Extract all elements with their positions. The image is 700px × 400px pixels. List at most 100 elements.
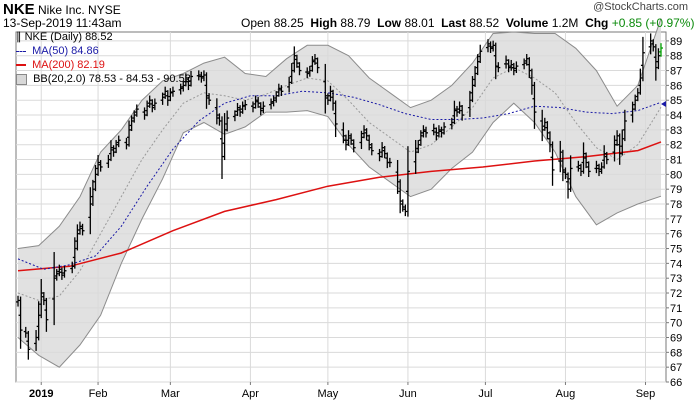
ohlc-bar (114, 140, 119, 154)
legend-ma50: MA(50) 84.86 (16, 44, 191, 58)
ohlc-bar (225, 110, 230, 132)
ohlc-bar (261, 101, 266, 114)
ohlc-bar (470, 76, 475, 103)
high-label: High (310, 16, 338, 30)
ohlc-bar (279, 85, 284, 96)
ohlc-bar (165, 90, 170, 106)
ohlc-bars-icon: ∥ (16, 31, 22, 43)
ohlc-bar (638, 68, 643, 95)
x-tick-label: Apr (242, 388, 259, 400)
y-tick-label: 84 (670, 110, 682, 122)
ohlc-bar (421, 125, 426, 138)
legend-ma200: MA(200) 82.19 (16, 58, 191, 72)
ma200-swatch-icon (16, 64, 26, 67)
open-label: Open (241, 16, 271, 30)
ohlc-bar (271, 95, 276, 107)
x-tick-label: Aug (556, 388, 576, 400)
ohlc-bar (129, 115, 134, 132)
ohlc-bar (16, 295, 20, 307)
ohlc-bar (594, 160, 599, 174)
ohlc-bar (395, 160, 400, 194)
ohlc-bar (307, 65, 312, 77)
y-axis: 66 67 68 69 70 71 72 73 74 75 76 77 78 79 80 81 82 83 84 85… (666, 36, 682, 389)
ma200-line (17, 141, 662, 272)
y-tick-label: 80 (670, 169, 682, 181)
ohlc-bar (331, 89, 336, 111)
ohlc-bar (566, 172, 571, 199)
ohlc-bar (323, 63, 328, 114)
ohlc-bar (659, 43, 663, 57)
x-tick-label: May (317, 388, 338, 400)
ohlc-bar (132, 110, 137, 123)
ohlc-bar (240, 101, 245, 114)
ohlc-bar (488, 41, 493, 53)
ohlc-bar (529, 68, 534, 95)
ohlc-bar (142, 107, 147, 120)
ohlc-bar (460, 104, 465, 121)
ohlc-bar (341, 122, 346, 144)
y-tick-label: 86 (670, 80, 682, 92)
ohlc-bar (163, 86, 168, 99)
ohlc-bar (346, 130, 351, 146)
ohlc-bar (41, 292, 46, 306)
ohlc-bar (367, 134, 372, 151)
ohlc-bar (88, 187, 93, 235)
ohlc-bar (150, 99, 155, 113)
ohlc-bar (183, 73, 188, 87)
ohlc-bar (294, 54, 299, 68)
ohlc-bar (44, 297, 49, 332)
ohlc-bar (204, 72, 209, 109)
last-price-arrow-marker (661, 101, 666, 107)
ohlc-bar (568, 155, 573, 192)
ohlc-bar (116, 135, 121, 148)
chart-datetime: 13-Sep-2019 11:43am (3, 16, 122, 30)
ma50-line (17, 90, 662, 270)
ohlc-bar (651, 39, 656, 52)
y-tick-label: 79 (670, 184, 682, 196)
ohlc-bar (250, 101, 255, 113)
chg-value: +0.85 (+0.97%) (611, 16, 695, 30)
y-tick-label: 68 (670, 347, 682, 359)
ohlc-bar (653, 44, 658, 81)
x-tick-label: Mar (161, 388, 180, 400)
ohlc-bar (178, 83, 183, 95)
ohlc-bar (75, 224, 80, 251)
ohlc-bar (238, 105, 243, 117)
y-tick-label: 88 (670, 51, 682, 63)
ohlc-bar (547, 131, 552, 153)
ticker-symbol: NKE (3, 1, 35, 18)
ohlc-bar (106, 154, 111, 168)
ohlc-bar (478, 44, 483, 64)
ohlc-bar (214, 98, 219, 125)
ohlc-bar (599, 162, 604, 174)
ohlc-bar (77, 221, 82, 235)
ohlc-bar (439, 126, 444, 138)
ohlc-bar (258, 102, 263, 116)
open-value: 88.25 (273, 16, 304, 30)
ohlc-bar (232, 110, 237, 122)
ohlc-bar (387, 157, 392, 168)
chg-label: Chg (585, 16, 609, 30)
ohlc-bar (612, 135, 617, 162)
ohlc-bar (328, 85, 333, 102)
ohlc-bar (34, 330, 39, 351)
y-tick-label: 78 (670, 199, 682, 211)
ohlc-bar (485, 39, 490, 53)
ohlc-bar (127, 120, 132, 147)
x-tick-label: Feb (89, 388, 108, 400)
ohlc-bar (542, 117, 547, 131)
low-label: Low (377, 16, 402, 30)
ohlc-bar (467, 90, 472, 117)
ohlc-bar (199, 71, 204, 83)
ohlc-bar (222, 113, 227, 161)
ohlc-bar (506, 59, 511, 73)
ohlc-bar (511, 62, 516, 76)
ohlc-bar (620, 129, 625, 156)
ohlc-bar (545, 121, 550, 140)
ohlc-bar (597, 163, 602, 177)
ohlc-bar (473, 66, 478, 87)
bollinger-bands (17, 18, 662, 368)
ohlc-bar (586, 161, 591, 178)
ohlc-bar (434, 127, 439, 141)
ohlc-bar (253, 95, 258, 109)
